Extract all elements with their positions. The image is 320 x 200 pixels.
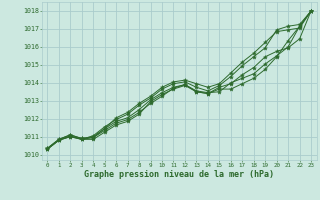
X-axis label: Graphe pression niveau de la mer (hPa): Graphe pression niveau de la mer (hPa) [84, 170, 274, 179]
